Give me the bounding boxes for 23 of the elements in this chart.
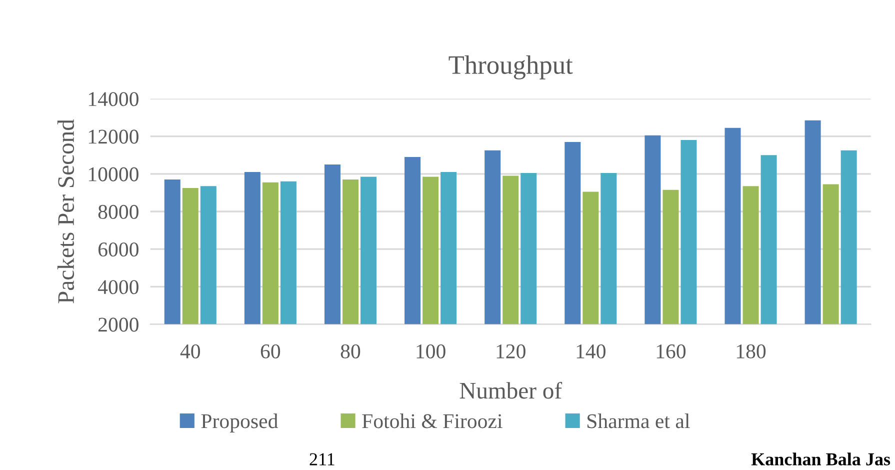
x-tick-label: 140 [576, 344, 606, 358]
legend-label: Proposed [201, 414, 278, 432]
y-tick-label: 12000 [89, 130, 138, 144]
x-tick-label: 180 [736, 344, 766, 358]
text: 211 [310, 453, 334, 466]
x-tick-label: 120 [496, 344, 526, 358]
legend-label: Sharma et al [588, 414, 690, 428]
x-tick-label: 100 [416, 344, 446, 358]
y-tick-label: 14000 [89, 92, 138, 106]
x-axis-title: Number of [460, 382, 562, 399]
y-axis-title: Packets Per Second [57, 119, 74, 304]
y-tick-label: 4000 [98, 280, 138, 294]
text: Kanchan Bala Jas [751, 452, 890, 466]
y-tick-label: 8000 [98, 204, 138, 219]
x-tick-label: 80 [340, 344, 360, 358]
x-tick-label: 160 [656, 344, 686, 358]
x-tick-label: 60 [260, 344, 280, 358]
y-tick-label: 6000 [98, 242, 138, 257]
legend-label: Fotohi & Firoozi [362, 414, 502, 428]
y-tick-label: 2000 [98, 318, 138, 332]
y-tick-label: 10000 [89, 167, 138, 182]
x-tick-label: 40 [180, 344, 200, 358]
chart-title: Throughput [448, 55, 573, 80]
